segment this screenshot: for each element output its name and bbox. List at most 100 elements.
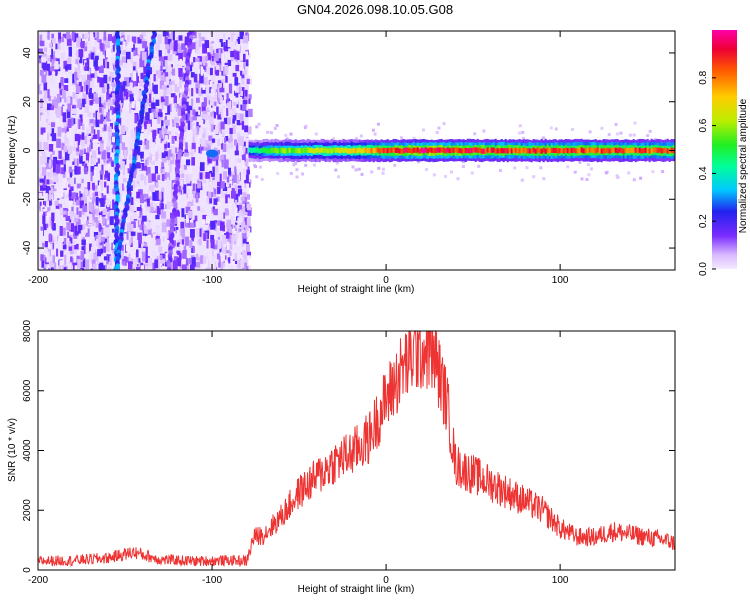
tone-cell	[596, 147, 599, 153]
tone-cell	[392, 147, 395, 153]
noise-cell	[125, 51, 131, 60]
noise-cell	[75, 94, 78, 101]
noise-cell	[183, 153, 188, 161]
tone-cell	[454, 147, 457, 153]
tone-cell	[608, 148, 611, 154]
tone-cell	[304, 147, 307, 153]
noise-cell	[97, 235, 102, 243]
tone-cell	[642, 148, 645, 154]
noise-cell	[70, 186, 74, 192]
noise-cell	[182, 122, 187, 132]
noise-cell	[148, 204, 153, 213]
noise-cell	[95, 55, 99, 62]
noise-cell	[148, 257, 152, 268]
noise-cell	[103, 238, 107, 244]
faint-cell	[573, 170, 577, 174]
tone-cell	[456, 147, 459, 153]
noise-cell	[208, 140, 212, 146]
noise-cell	[154, 195, 160, 201]
noise-cell	[103, 106, 109, 116]
noise-cell	[99, 211, 103, 216]
tone-cell	[484, 148, 487, 154]
noise-cell	[80, 119, 85, 124]
noise-cell	[242, 146, 246, 152]
noise-cell	[81, 239, 86, 246]
noise-cell	[221, 78, 225, 83]
noise-cell	[99, 95, 104, 103]
noise-cell	[248, 265, 252, 270]
noise-cell	[161, 120, 164, 129]
noise-cell	[119, 182, 123, 191]
noise-cell	[212, 260, 216, 266]
noise-cell	[217, 93, 220, 104]
noise-cell	[230, 256, 233, 266]
tone-cell	[564, 147, 567, 153]
noise-cell	[40, 127, 46, 135]
noise-cell	[127, 231, 132, 238]
noise-cell	[88, 53, 93, 60]
noise-cell	[61, 240, 65, 249]
noise-cell	[128, 253, 133, 262]
noise-cell	[238, 120, 243, 126]
noise-cell	[180, 173, 185, 178]
noise-cell	[127, 166, 132, 174]
faint-cell	[373, 132, 377, 136]
noise-cell	[238, 189, 243, 195]
noise-cell	[238, 136, 244, 146]
noise-cell	[139, 98, 142, 107]
noise-cell	[120, 160, 125, 170]
noise-cell	[179, 263, 184, 269]
faint-cell	[651, 170, 655, 174]
noise-cell	[68, 166, 73, 177]
noise-cell	[224, 113, 229, 120]
noise-cell	[100, 180, 104, 191]
noise-cell	[194, 166, 199, 175]
tone-cell	[532, 147, 535, 153]
noise-cell	[65, 198, 69, 208]
noise-cell	[217, 201, 221, 206]
faint-cell	[442, 122, 446, 126]
noise-cell	[71, 108, 77, 115]
faint-cell	[632, 133, 636, 137]
noise-cell	[53, 57, 58, 64]
noise-cell	[207, 34, 212, 43]
noise-cell	[118, 201, 122, 211]
noise-cell	[56, 160, 61, 167]
noise-cell	[204, 40, 210, 48]
noise-cell	[248, 98, 251, 104]
noise-cell	[245, 84, 249, 95]
noise-cell	[61, 227, 66, 236]
tone-cell	[504, 148, 507, 154]
noise-cell	[74, 138, 78, 148]
tone-cell	[338, 148, 341, 154]
noise-cell	[53, 159, 57, 168]
noise-cell	[210, 234, 215, 243]
noise-cell	[193, 56, 196, 63]
noise-cell	[168, 191, 172, 200]
noise-cell	[65, 266, 69, 270]
noise-cell	[47, 172, 50, 178]
tone-cell	[480, 148, 483, 154]
noise-cell	[174, 116, 179, 122]
noise-cell	[122, 236, 126, 245]
noise-cell	[184, 36, 190, 46]
noise-cell	[210, 112, 214, 117]
noise-cell	[38, 193, 43, 198]
tone-cell	[268, 148, 271, 154]
noise-cell	[84, 200, 87, 208]
noise-cell	[244, 269, 248, 270]
noise-cell	[163, 105, 168, 113]
noise-cell	[165, 252, 170, 261]
noise-cell	[130, 118, 134, 123]
noise-cell	[237, 60, 241, 65]
tone-cell	[320, 147, 323, 153]
noise-cell	[209, 198, 213, 204]
tone-cell	[342, 148, 345, 154]
noise-cell	[168, 54, 173, 61]
noise-cell	[67, 172, 72, 179]
noise-cell	[93, 32, 96, 38]
noise-cell	[53, 175, 59, 183]
noise-cell	[46, 127, 52, 134]
noise-cell	[199, 228, 202, 237]
noise-cell	[148, 191, 152, 197]
